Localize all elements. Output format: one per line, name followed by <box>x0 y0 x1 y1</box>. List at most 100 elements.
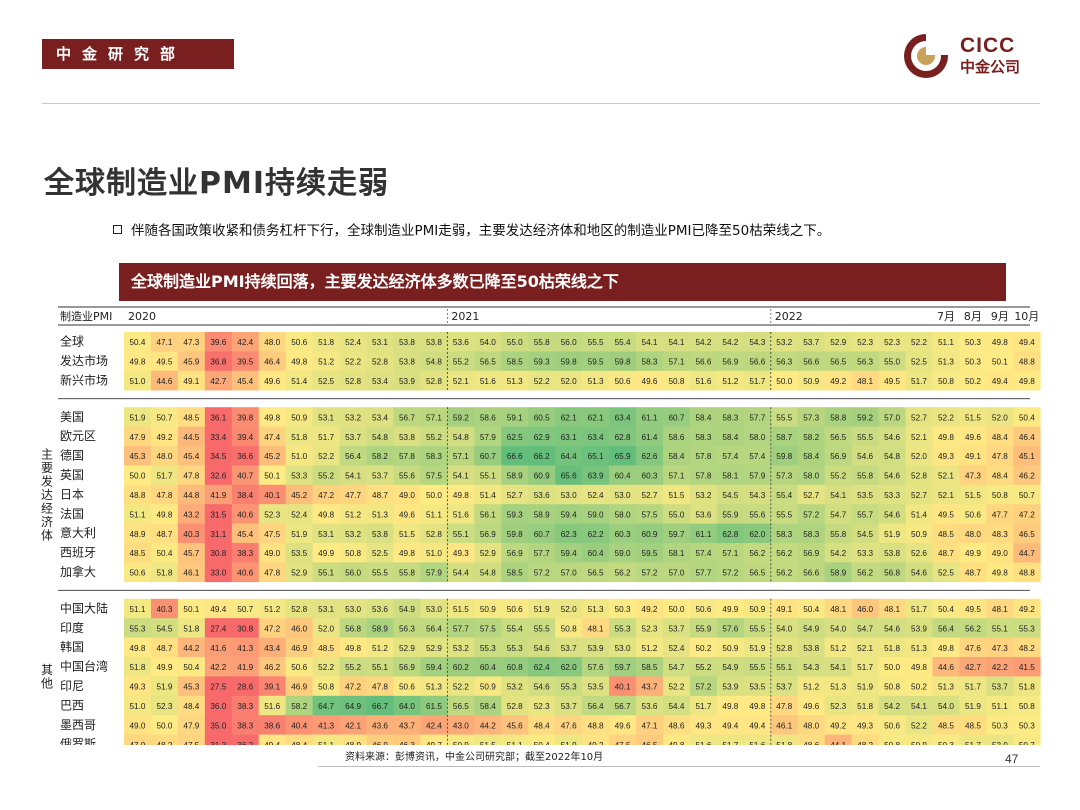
heatmap-cell <box>743 676 772 697</box>
cell-value-label: 51.3 <box>372 510 388 519</box>
cell-value-label: 47.5 <box>264 530 280 539</box>
cell-value-label: 47.8 <box>156 491 172 500</box>
heatmap-cell <box>204 484 233 505</box>
cell-value-label: 47.5 <box>615 741 631 745</box>
heatmap-cell <box>150 543 179 563</box>
heatmap-cell <box>905 618 933 638</box>
heatmap-cell <box>689 407 718 427</box>
heatmap-cell <box>447 734 475 745</box>
heatmap-cell <box>366 598 394 619</box>
cell-value-label: 52.3 <box>642 624 658 633</box>
heatmap-cell <box>204 351 233 372</box>
heatmap-cell <box>528 637 556 658</box>
cell-value-label: 49.4 <box>210 605 226 614</box>
cell-value-label: 47.3 <box>992 644 1008 653</box>
cell-value-label: 57.7 <box>453 624 469 633</box>
cell-value-label: 53.3 <box>884 491 900 500</box>
heatmap-cell <box>663 637 691 658</box>
cell-value-label: 55.2 <box>695 663 711 672</box>
cell-value-label: 49.3 <box>695 721 711 730</box>
cell-value-label: 49.6 <box>965 433 981 442</box>
heatmap-cell <box>797 504 825 524</box>
cell-value-label: 57.2 <box>695 683 711 692</box>
heatmap-cell <box>312 484 340 505</box>
heatmap-cell <box>878 446 906 466</box>
cell-value-label: 39.6 <box>210 338 226 347</box>
cell-value-label: 56.8 <box>884 569 900 578</box>
heatmap-cell <box>555 695 583 716</box>
cell-value-label: 31.5 <box>210 510 226 519</box>
cell-value-label: 57.4 <box>749 452 765 461</box>
heatmap-cell <box>528 351 556 372</box>
cell-value-label: 48.4 <box>183 702 199 711</box>
heatmap-cell <box>824 465 852 486</box>
cell-value-label: 58.7 <box>776 433 792 442</box>
cell-value-label: 57.3 <box>803 413 819 422</box>
heatmap-cell <box>743 523 772 544</box>
cell-value-label: 55.8 <box>534 338 550 347</box>
cell-value-label: 51.7 <box>749 377 765 386</box>
cell-value-label: 51.4 <box>480 491 496 500</box>
heatmap-cell <box>689 332 718 352</box>
cell-value-label: 53.1 <box>318 605 334 614</box>
cell-value-label: 43.7 <box>399 721 415 730</box>
cell-value-label: 52.0 <box>561 377 577 386</box>
heatmap-cell <box>285 715 313 735</box>
heatmap-cell <box>636 446 664 466</box>
cell-value-label: 53.9 <box>588 644 604 653</box>
heatmap-cell <box>582 446 610 466</box>
heatmap-cell <box>150 370 179 391</box>
cell-value-label: 55.8 <box>830 530 846 539</box>
cell-value-label: 50.1 <box>264 472 280 481</box>
heatmap-cell <box>959 598 987 619</box>
heatmap-cell <box>851 407 879 427</box>
cell-value-label: 47.8 <box>264 569 280 578</box>
bullet-point: 伴随各国政策收紧和债务杠杆下行，全球制造业PMI走弱，主要发达经济体和地区的制造… <box>113 219 830 239</box>
heatmap-cell <box>770 657 799 677</box>
heatmap-cell <box>447 598 475 619</box>
cell-value-label: 56.9 <box>480 530 496 539</box>
cell-value-label: 49.8 <box>399 549 415 558</box>
cell-value-label: 48.1 <box>857 377 873 386</box>
cell-value-label: 49.3 <box>453 549 469 558</box>
cell-value-label: 60.4 <box>480 663 496 672</box>
cell-value-label: 45.4 <box>237 530 253 539</box>
cell-value-label: 56.5 <box>588 569 604 578</box>
cell-value-label: 50.6 <box>291 663 307 672</box>
cell-value-label: 52.1 <box>938 472 954 481</box>
heatmap-cell <box>124 465 152 486</box>
heatmap-cell <box>905 484 933 505</box>
cell-value-label: 55.6 <box>749 510 765 519</box>
cell-value-label: 42.4 <box>237 338 253 347</box>
cell-value-label: 54.8 <box>426 358 442 367</box>
cell-value-label: 44.8 <box>183 491 199 500</box>
cell-value-label: 52.1 <box>857 644 873 653</box>
heatmap-cell <box>231 734 260 745</box>
heatmap-cell <box>420 562 448 583</box>
heatmap-cell <box>555 426 583 447</box>
cell-value-label: 47.6 <box>965 644 981 653</box>
cell-value-label: 53.6 <box>695 510 711 519</box>
cell-value-label: 50.4 <box>534 741 550 745</box>
cell-value-label: 50.3 <box>965 338 981 347</box>
heatmap-cell <box>582 351 610 372</box>
heatmap-cell <box>231 504 260 524</box>
cell-value-label: 43.6 <box>372 721 388 730</box>
heatmap-cell <box>177 351 206 372</box>
heatmap-cell <box>366 543 394 563</box>
heatmap-cell <box>609 695 637 716</box>
heatmap-cell <box>959 484 987 505</box>
heatmap-cell <box>258 426 286 447</box>
cell-value-label: 51.8 <box>183 624 199 633</box>
heatmap-cell <box>905 407 933 427</box>
heatmap-cell <box>663 715 691 735</box>
heatmap-cell <box>743 543 772 563</box>
row-label: 加拿大 <box>60 564 96 579</box>
cell-value-label: 49.6 <box>399 510 415 519</box>
cell-value-label: 56.5 <box>830 433 846 442</box>
heatmap-cell <box>986 504 1014 524</box>
cell-value-label: 47.5 <box>183 741 199 745</box>
heatmap-cell <box>986 562 1014 583</box>
cell-value-label: 52.0 <box>992 413 1008 422</box>
